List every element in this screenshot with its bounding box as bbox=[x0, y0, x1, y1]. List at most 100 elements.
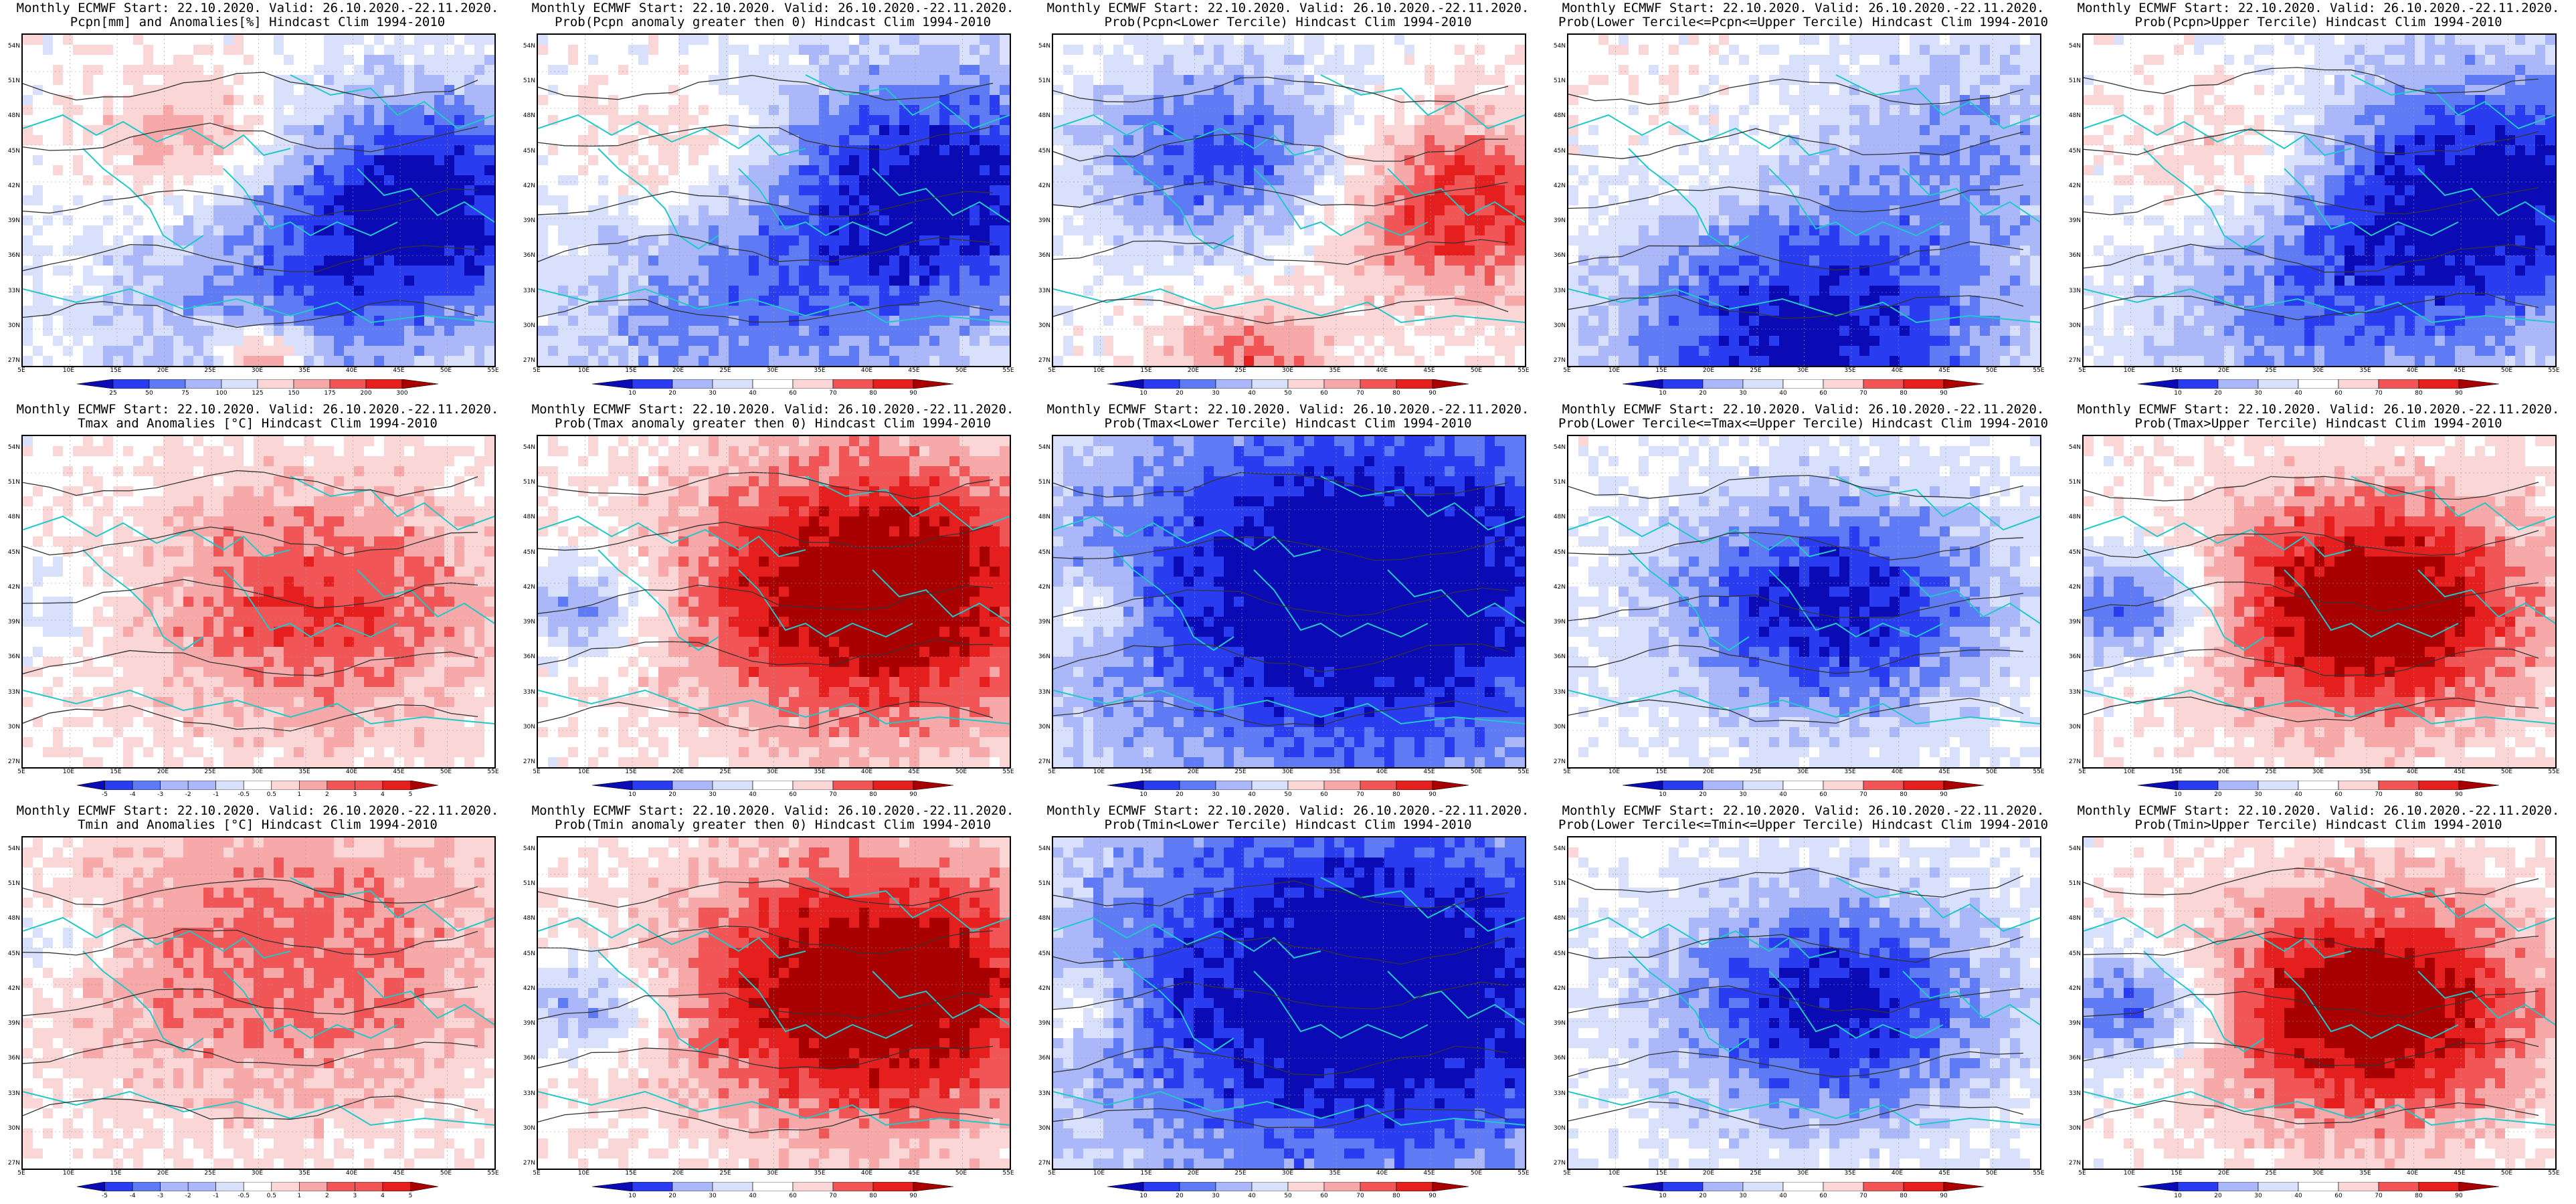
lat-tick-label: 39N bbox=[0, 619, 20, 625]
panel-title: Monthly ECMWF Start: 22.10.2020. Valid: … bbox=[2061, 403, 2576, 431]
colorbar-tick-label: -5 bbox=[102, 1193, 108, 1199]
lat-tick-label: 27N bbox=[0, 1160, 20, 1167]
colorbar-tick-label: 80 bbox=[2415, 1193, 2422, 1199]
colorbar-tick-label: 20 bbox=[1699, 390, 1706, 397]
colorbar bbox=[77, 1182, 438, 1191]
lon-tick-label: 25E bbox=[1234, 769, 1246, 775]
lon-tick-label: 45E bbox=[2454, 1170, 2465, 1177]
colorbar bbox=[1107, 379, 1469, 389]
lat-tick-label: 36N bbox=[1546, 654, 1566, 660]
lon-tick-label: 25E bbox=[719, 1170, 731, 1177]
colorbar-tick-label: 3 bbox=[353, 791, 357, 798]
panel-title-line2: Pcpn[mm] and Anomalies[%] Hindcast Clim … bbox=[0, 15, 515, 29]
lon-tick-label: 20E bbox=[2218, 769, 2229, 775]
colorbar-tick-label: 70 bbox=[2375, 390, 2382, 397]
lat-tick-label: 51N bbox=[0, 479, 20, 486]
lon-tick-label: 35E bbox=[1844, 367, 1855, 374]
colorbar-tick-label: 70 bbox=[1859, 1193, 1867, 1199]
lon-tick-label: 15E bbox=[2171, 367, 2182, 374]
lon-tick-label: 5E bbox=[533, 367, 540, 374]
lat-tick-label: 36N bbox=[0, 252, 20, 259]
colorbar-tick-label: 90 bbox=[1940, 1193, 1947, 1199]
colorbar bbox=[592, 379, 953, 389]
map-area bbox=[21, 33, 496, 367]
colorbar bbox=[2138, 781, 2499, 790]
colorbar bbox=[1107, 781, 1469, 790]
colorbar-tick-label: 70 bbox=[829, 390, 836, 397]
lat-tick-label: 42N bbox=[2061, 584, 2081, 591]
lon-tick-label: 55E bbox=[2548, 367, 2559, 374]
lon-tick-label: 35E bbox=[814, 1170, 825, 1177]
lat-tick-label: 30N bbox=[1546, 322, 1566, 329]
lon-tick-label: 20E bbox=[1188, 367, 1199, 374]
panel-title-line2: Prob(Pcpn>Upper Tercile) Hindcast Clim 1… bbox=[2061, 15, 2576, 29]
panel-title-line1: Monthly ECMWF Start: 22.10.2020. Valid: … bbox=[1030, 1, 1546, 15]
lon-tick-label: 25E bbox=[204, 367, 215, 374]
lon-tick-label: 40E bbox=[346, 769, 357, 775]
probability-field bbox=[538, 436, 1010, 767]
lon-tick-label: 40E bbox=[346, 367, 357, 374]
lat-tick-label: 33N bbox=[2061, 1090, 2081, 1097]
lon-tick-label: 40E bbox=[2407, 367, 2418, 374]
lon-tick-label: 30E bbox=[767, 1170, 778, 1177]
colorbar-tick-label: 80 bbox=[2415, 791, 2422, 798]
colorbar-tick-label: 20 bbox=[1176, 1193, 1183, 1199]
lon-tick-label: 15E bbox=[1140, 367, 1152, 374]
map-area bbox=[537, 435, 1011, 769]
panel-title: Monthly ECMWF Start: 22.10.2020. Valid: … bbox=[1030, 804, 1546, 832]
lon-tick-label: 55E bbox=[2033, 769, 2044, 775]
lat-tick-label: 48N bbox=[1546, 915, 1566, 922]
lon-tick-label: 50E bbox=[2501, 367, 2512, 374]
lon-tick-label: 50E bbox=[2501, 1170, 2512, 1177]
colorbar-tick-label: 40 bbox=[1248, 390, 1255, 397]
lat-tick-label: 45N bbox=[2061, 950, 2081, 957]
probability-field bbox=[1053, 837, 1525, 1169]
panel-title: Monthly ECMWF Start: 22.10.2020. Valid: … bbox=[1546, 403, 2061, 431]
lat-tick-label: 45N bbox=[0, 549, 20, 556]
lat-tick-label: 54N bbox=[515, 43, 535, 49]
colorbar-tick-label: -3 bbox=[157, 1193, 163, 1199]
colorbar-tick-label: 70 bbox=[1356, 791, 1364, 798]
colorbar-tick-label: 80 bbox=[1900, 1193, 1907, 1199]
lat-tick-label: 48N bbox=[0, 514, 20, 520]
panel-title: Monthly ECMWF Start: 22.10.2020. Valid: … bbox=[1030, 1, 1546, 29]
lat-tick-label: 39N bbox=[2061, 1020, 2081, 1027]
lat-tick-label: 30N bbox=[515, 322, 535, 329]
panel-title-line1: Monthly ECMWF Start: 22.10.2020. Valid: … bbox=[2061, 1, 2576, 15]
colorbar-tick-label: 90 bbox=[1940, 390, 1947, 397]
lat-tick-label: 27N bbox=[2061, 1160, 2081, 1167]
lat-tick-label: 42N bbox=[0, 584, 20, 591]
colorbar bbox=[592, 781, 953, 790]
colorbar-tick-label: 80 bbox=[869, 390, 877, 397]
lon-tick-label: 30E bbox=[1282, 769, 1293, 775]
panel-title-line1: Monthly ECMWF Start: 22.10.2020. Valid: … bbox=[515, 1, 1030, 15]
lat-tick-label: 54N bbox=[2061, 43, 2081, 49]
colorbar-tick-label: 50 bbox=[1284, 791, 1291, 798]
colorbar-tick-label: 70 bbox=[829, 1193, 836, 1199]
lon-tick-label: 35E bbox=[1329, 367, 1340, 374]
lon-tick-label: 50E bbox=[955, 1170, 967, 1177]
colorbar-tick-label: 70 bbox=[1356, 390, 1364, 397]
lon-tick-label: 40E bbox=[1892, 1170, 1903, 1177]
colorbar-tick-label: 90 bbox=[1429, 791, 1436, 798]
map-panel: Monthly ECMWF Start: 22.10.2020. Valid: … bbox=[2061, 401, 2576, 803]
lon-tick-label: 45E bbox=[1423, 1170, 1435, 1177]
lon-tick-label: 40E bbox=[2407, 769, 2418, 775]
lat-tick-label: 39N bbox=[1030, 619, 1050, 625]
colorbar-tick-label: 30 bbox=[709, 390, 716, 397]
lon-tick-label: 40E bbox=[1376, 367, 1388, 374]
lat-tick-label: 51N bbox=[2061, 880, 2081, 887]
colorbar bbox=[592, 1182, 953, 1191]
lat-tick-label: 48N bbox=[1030, 112, 1050, 119]
lat-tick-label: 27N bbox=[1030, 759, 1050, 765]
lon-tick-label: 50E bbox=[1986, 769, 1997, 775]
colorbar bbox=[77, 379, 438, 389]
colorbar-tick-label: 10 bbox=[628, 791, 636, 798]
lon-tick-label: 15E bbox=[1655, 769, 1667, 775]
lat-tick-label: 48N bbox=[2061, 514, 2081, 520]
lon-tick-label: 15E bbox=[1140, 769, 1152, 775]
lat-tick-label: 27N bbox=[515, 357, 535, 364]
colorbar-tick-label: 90 bbox=[2455, 390, 2462, 397]
lat-tick-label: 42N bbox=[0, 183, 20, 189]
colorbar-tick-label: -4 bbox=[130, 791, 136, 798]
